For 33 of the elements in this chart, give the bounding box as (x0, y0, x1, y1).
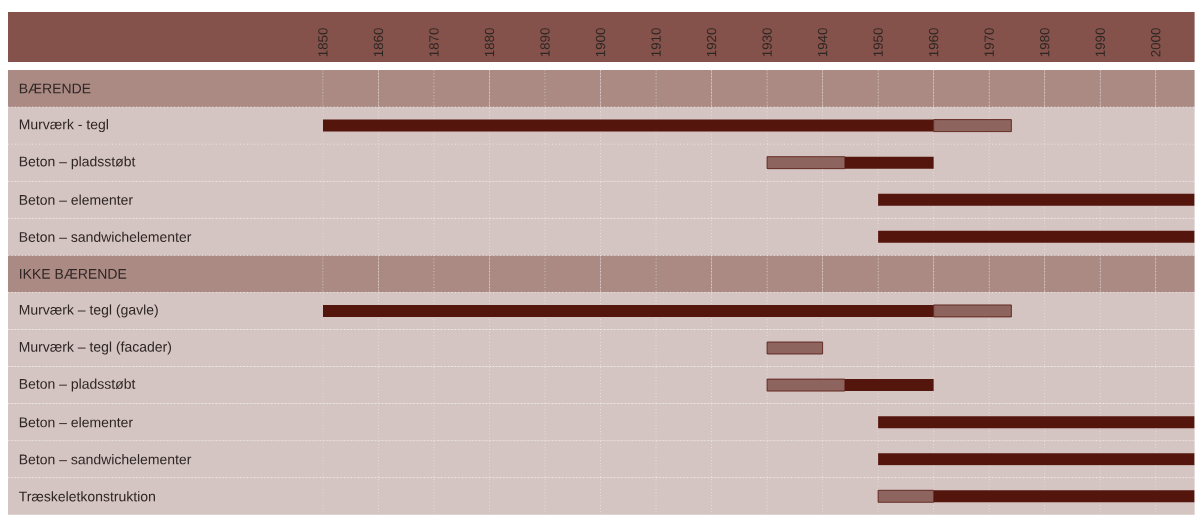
bar (878, 416, 1195, 429)
y-tick-label: Beton – pladsstøbt (19, 378, 136, 392)
y-tick-label: Beton – elementer (19, 194, 133, 205)
x-tick-label: 1950 (873, 28, 883, 57)
x-tick-label: 1940 (817, 28, 828, 57)
y-tick-label: Murværk – tegl (facader) (19, 341, 172, 355)
y-tick-label: Beton – pladsstøbt (19, 156, 136, 170)
bar (878, 453, 1195, 466)
x-tick-label: 1850 (318, 28, 328, 57)
bar (766, 341, 823, 355)
x-tick-label: 1980 (1039, 28, 1050, 57)
x-tick-label: 1890 (540, 28, 550, 57)
y-tick-label: Beton – sandwichelementer (19, 453, 192, 465)
x-tick-label: 1880 (484, 28, 495, 57)
x-tick-label: 2000 (1151, 28, 1161, 57)
x-tick-label: 1860 (373, 28, 384, 57)
x-tick-label: 1870 (429, 28, 439, 57)
x-tick-label: 1910 (651, 28, 661, 57)
y-tick-label: Beton – elementer (19, 416, 133, 428)
x-tick-label: 1920 (706, 28, 717, 57)
y-tick-label: Beton – sandwichelementer (19, 231, 192, 242)
bar (878, 230, 1195, 243)
x-tick-label: 1930 (762, 28, 772, 57)
y-tick-label: Murværk - tegl (19, 118, 108, 132)
y-tick-label: BÆRENDE (19, 83, 91, 94)
x-tick-label: 1900 (595, 28, 606, 57)
y-tick-label: IKKE BÆRENDE (20, 268, 127, 279)
bar (878, 193, 1195, 206)
x-tick-label: 1990 (1095, 28, 1105, 57)
y-tick-label: Træskeletkonstruktion (19, 491, 155, 502)
x-tick-label: 1960 (928, 28, 939, 57)
y-tick-label: Murværk – tegl (gavle) (19, 304, 158, 318)
x-tick-label: 1970 (984, 28, 994, 57)
